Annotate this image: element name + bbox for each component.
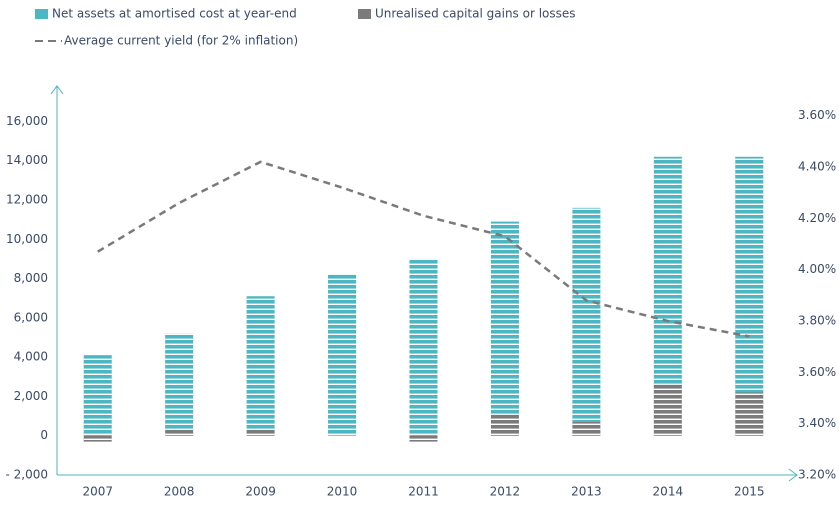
y2-tick-label: 3.40%: [798, 416, 836, 430]
y-axis: [50, 85, 64, 475]
x-tick-label: 2012: [490, 485, 521, 499]
bar-stripes: [490, 221, 519, 415]
y2-tick-label: 4.40%: [798, 160, 836, 174]
bar-stripes: [572, 207, 601, 422]
bar-stripes: [165, 333, 194, 430]
y-tick-label: 2,000: [14, 389, 48, 403]
x-tick-label: 2014: [653, 485, 684, 499]
bar-stripes: [735, 392, 764, 436]
bar-stripes: [653, 156, 682, 385]
x-tick-label: 2011: [408, 485, 439, 499]
x-tick-label: 2009: [245, 485, 276, 499]
y-tick-label: 0: [40, 428, 48, 442]
y-tick-label: 4,000: [14, 350, 48, 364]
bar-stripes: [165, 429, 194, 436]
bar-stripes: [572, 421, 601, 436]
bar-stripes: [409, 435, 438, 442]
y2-tick-label: 4.20%: [798, 211, 836, 225]
y2-tick-label: 3.60%: [798, 108, 836, 122]
x-tick-label: 2010: [327, 485, 358, 499]
y-tick-label: 16,000: [6, 114, 48, 128]
y-tick-label: 10,000: [6, 232, 48, 246]
legend-label: Average current yield (for 2% inflation): [64, 34, 298, 48]
legend-swatch: [358, 9, 371, 19]
y-tick-label: 12,000: [6, 193, 48, 207]
y-tick-label: 6,000: [14, 310, 48, 324]
x-tick-label: 2013: [571, 485, 602, 499]
bar-stripes: [246, 429, 275, 436]
legend-label: Unrealised capital gains or losses: [375, 7, 576, 21]
bar-stripes: [246, 296, 275, 430]
bar-stripes: [83, 355, 112, 436]
y-tick-label: 14,000: [6, 153, 48, 167]
bar-stripes: [328, 274, 357, 436]
y-tick-label: 8,000: [14, 271, 48, 285]
x-axis: [57, 468, 798, 482]
bar-stripes: [490, 414, 519, 436]
bar-stripes: [83, 435, 112, 442]
x-tick-label: 2015: [734, 485, 765, 499]
y2-tick-label: 3.80%: [798, 314, 836, 328]
x-tick-label: 2008: [164, 485, 195, 499]
y2-tick-label: 3.60%: [798, 365, 836, 379]
y-tick-label: - 2,000: [6, 468, 49, 482]
legend-label: Net assets at amortised cost at year-end: [52, 7, 297, 21]
bar-stripes: [735, 156, 764, 393]
y2-tick-label: 3.20%: [798, 468, 836, 482]
x-tick-label: 2007: [82, 485, 113, 499]
line: [97, 160, 750, 338]
y2-tick-label: 4.00%: [798, 262, 836, 276]
bar-stripes: [409, 258, 438, 436]
bar-stripes: [653, 384, 682, 436]
legend-swatch: [35, 9, 48, 19]
